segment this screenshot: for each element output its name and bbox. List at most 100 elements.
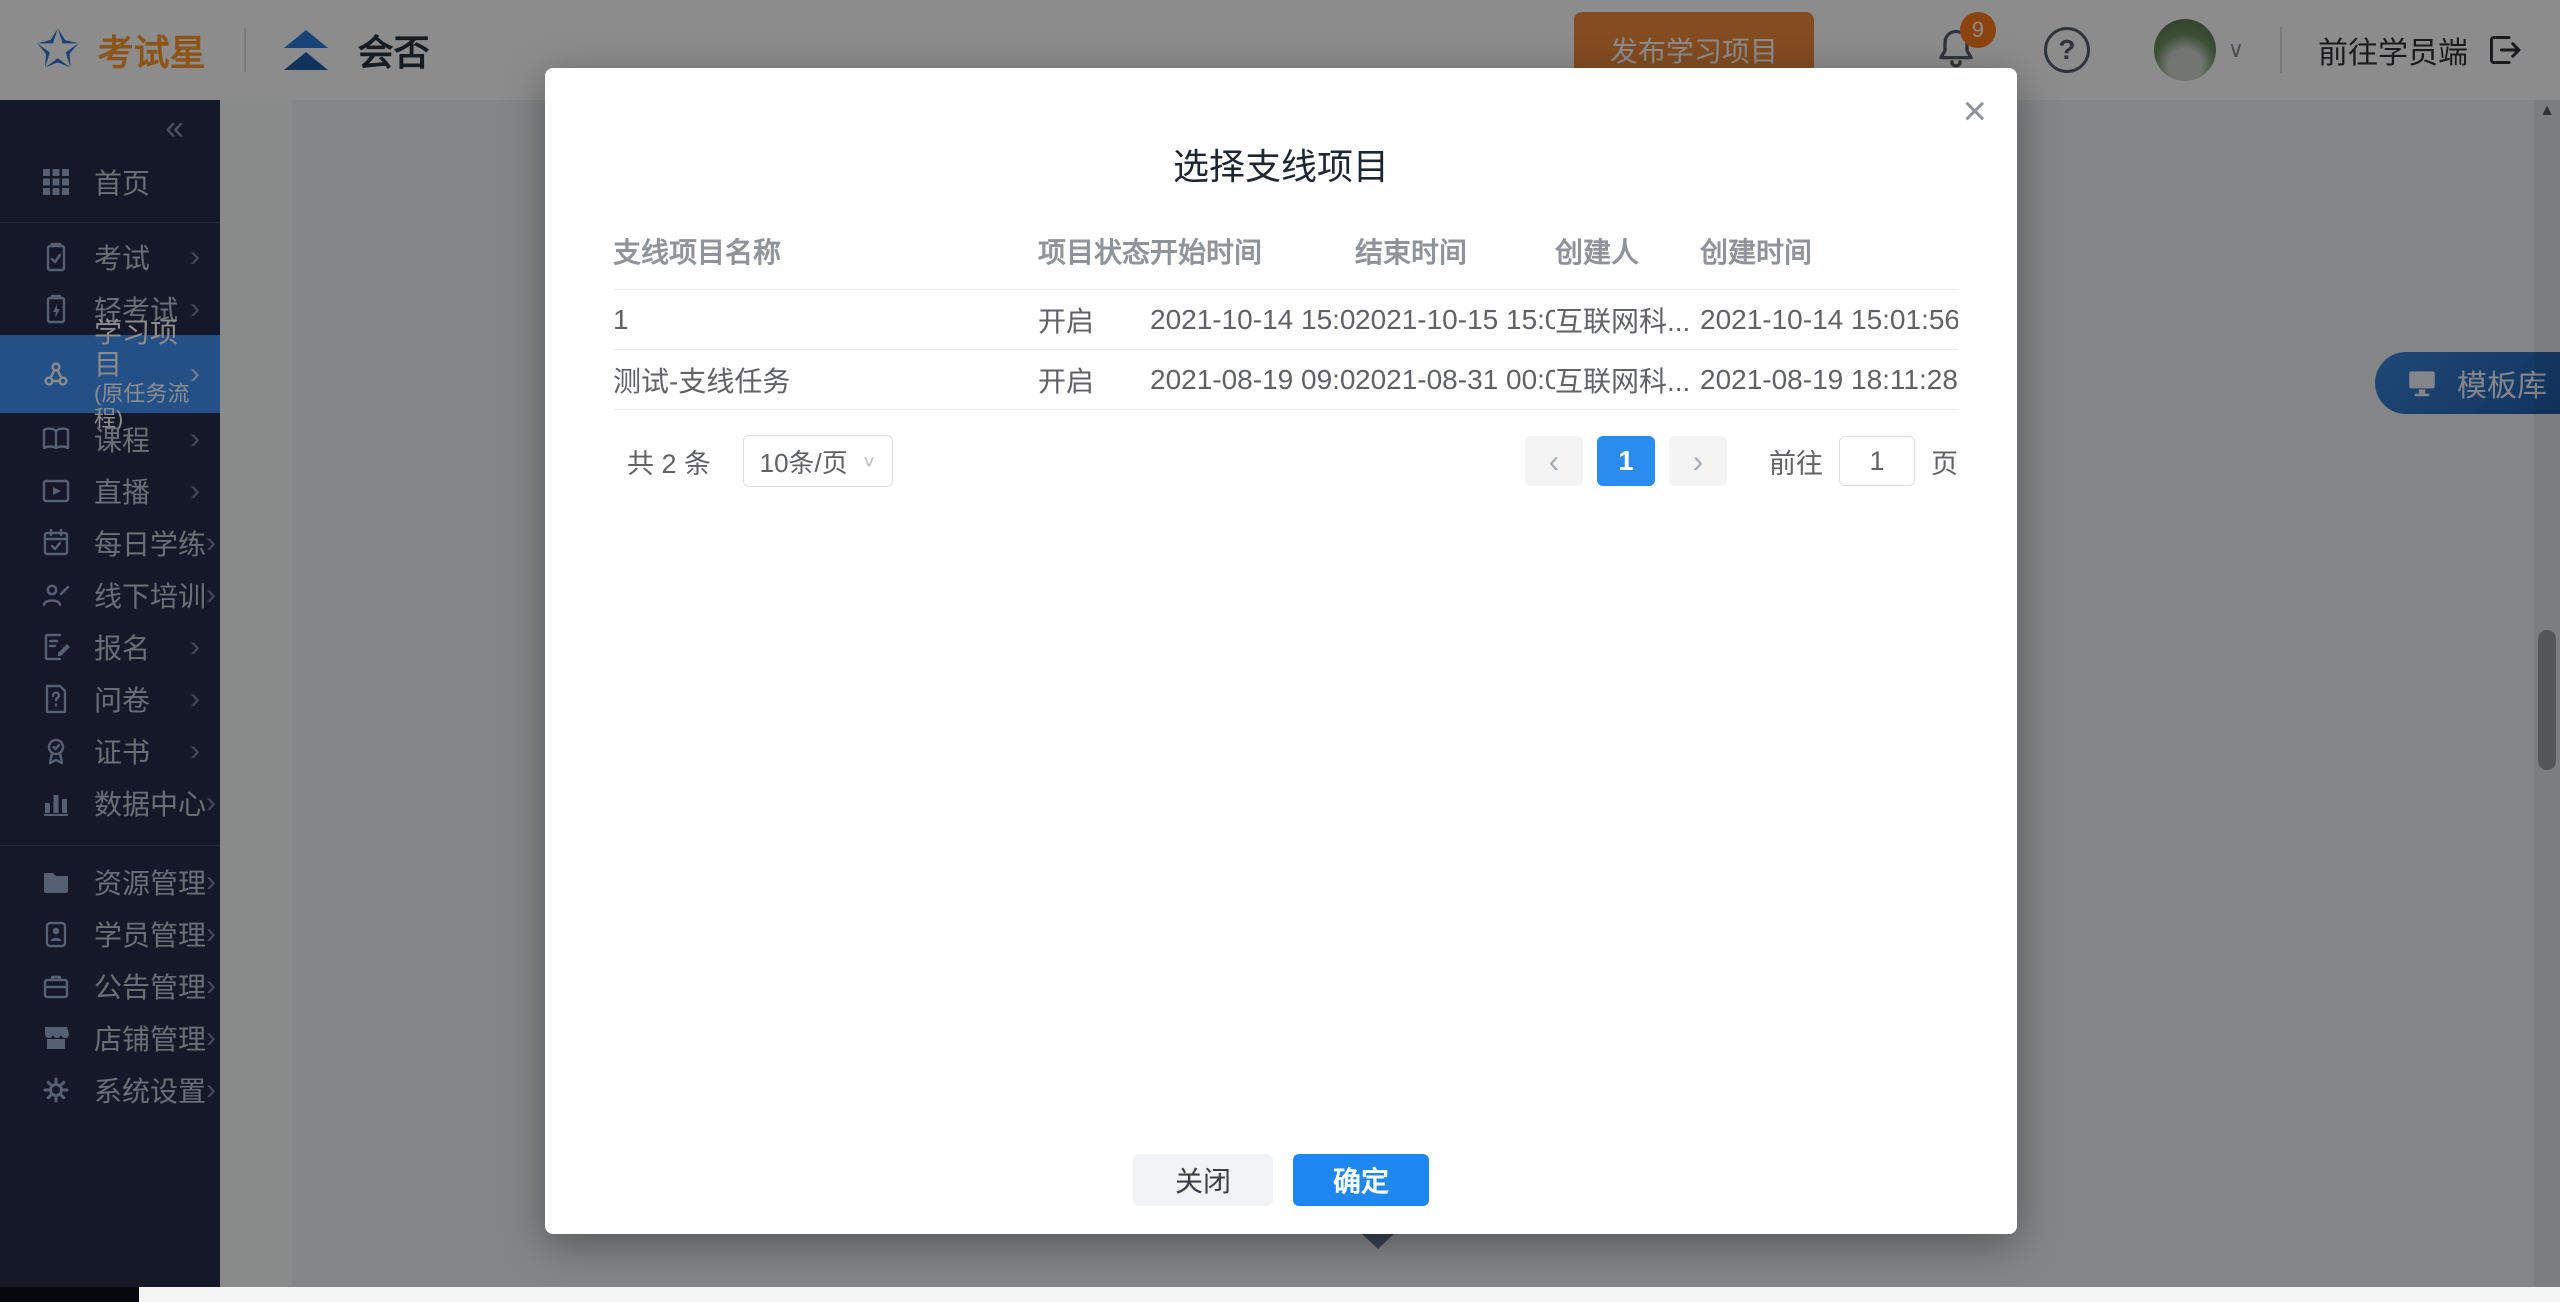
student-portal-link[interactable]: 前往学员端 (2318, 28, 2524, 72)
sidebar-item-quick-exam[interactable]: 轻考试 › (0, 283, 220, 335)
confirm-button[interactable]: 确定 (1293, 1154, 1429, 1206)
video-play-icon (42, 479, 70, 503)
dialog-title: 选择支线项目 (1172, 146, 1389, 187)
table-row[interactable]: 1 开启 2021-10-14 15:0... 2021-10-15 15:0.… (613, 289, 1958, 350)
pagination-bar: 共 2 条 10条/页 ∨ ‹ 1 › 前往 页 (613, 432, 1958, 490)
sidebar-divider (0, 222, 220, 223)
branch-project-table: 支线项目名称 项目状态 开始时间 结束时间 创建人 创建时间 1 开启 2021… (613, 231, 1958, 490)
sidebar-item-system-settings[interactable]: 系统设置 › (0, 1064, 220, 1116)
sidebar-item-course[interactable]: 课程 › (0, 413, 220, 465)
notification-badge: 9 (1959, 11, 1996, 48)
collapse-arrow-icon (1361, 1233, 1395, 1249)
chevron-right-icon: › (190, 474, 200, 507)
chevron-right-icon: › (206, 865, 217, 898)
sidebar-item-learning-project[interactable]: 学习项目 (原任务流程) › (0, 317, 220, 431)
goto-page-input[interactable] (1839, 436, 1915, 486)
sidebar-item-announcement-management[interactable]: 公告管理 › (0, 960, 220, 1012)
content-gutter (220, 100, 292, 1288)
template-library-button[interactable]: 模板库 (2375, 352, 2560, 414)
sidebar-item-label: 证书 (94, 737, 151, 768)
cell-created: 2021-10-14 15:01:56 (1700, 289, 1958, 350)
page-number-button[interactable]: 1 (1597, 436, 1655, 486)
vertical-scrollbar[interactable]: ▲ (2534, 100, 2560, 1288)
sidebar-item-live[interactable]: 直播 › (0, 465, 220, 517)
sidebar: « 首页 考试 › 轻考试 › 学习项目 (原任务流程) › (0, 100, 220, 1302)
id-badge-icon (45, 921, 67, 948)
close-icon[interactable]: × (1962, 87, 1987, 134)
sidebar-item-label: 每日学练 (94, 529, 207, 560)
sidebar-item-label: 轻考试 (94, 295, 179, 326)
sidebar-item-label: 直播 (94, 477, 151, 508)
sidebar-item-certificate[interactable]: 证书 › (0, 725, 220, 777)
sidebar-divider (0, 845, 220, 846)
sidebar-item-registration[interactable]: 报名 › (0, 621, 220, 673)
sidebar-item-label: 线下培训 (94, 581, 207, 612)
chevron-right-icon: › (206, 578, 217, 611)
monitor-icon (2409, 371, 2435, 397)
pencil-doc-icon (44, 633, 70, 661)
sidebar-item-survey[interactable]: 问卷 › (0, 673, 220, 725)
sidebar-item-daily-practice[interactable]: 每日学练 › (0, 517, 220, 569)
chevron-right-icon: › (206, 526, 217, 559)
sidebar-item-exam[interactable]: 考试 › (0, 231, 220, 283)
sidebar-item-label: 考试 (94, 243, 151, 274)
avatar[interactable] (2153, 19, 2216, 81)
sidebar-item-label: 课程 (94, 425, 151, 456)
page-size-value: 10条/页 (759, 447, 848, 478)
cell-name: 测试-支线任务 (613, 349, 1038, 410)
next-page-button[interactable]: › (1669, 436, 1727, 486)
chevron-right-icon: › (206, 969, 217, 1002)
cell-creator: 互联网科... (1555, 289, 1700, 350)
briefcase-icon (43, 975, 69, 999)
book-icon (42, 427, 70, 450)
cell-name: 1 (613, 289, 1038, 350)
chevron-right-icon: › (190, 734, 200, 767)
storefront-icon (45, 1027, 69, 1049)
question-icon: ? (2058, 34, 2076, 65)
column-header-start: 开始时间 (1150, 231, 1355, 290)
logo-text-secondary: 会否 (357, 32, 430, 73)
trainer-icon (42, 584, 70, 607)
sidebar-item-label: 学习项目 (94, 316, 179, 380)
column-header-end: 结束时间 (1355, 231, 1555, 290)
help-button[interactable]: ? (2043, 27, 2090, 73)
chevron-right-icon: › (206, 1073, 217, 1106)
star-logo-icon: ✩ (36, 21, 80, 79)
sidebar-item-resource-management[interactable]: 资源管理 › (0, 856, 220, 908)
exit-icon (2490, 36, 2521, 64)
scrollbar-up-arrow-icon[interactable]: ▲ (2539, 102, 2555, 119)
sidebar-item-student-management[interactable]: 学员管理 › (0, 908, 220, 960)
logo: ✩ 考试星 会否 (36, 24, 430, 76)
header-divider (2280, 27, 2282, 73)
chevron-right-icon: › (206, 1021, 217, 1054)
cell-start: 2021-08-19 09:0... (1150, 349, 1355, 410)
table-header-row: 支线项目名称 项目状态 开始时间 结束时间 创建人 创建时间 (613, 231, 1958, 290)
horizontal-scrollbar[interactable] (139, 1287, 2560, 1302)
notifications-button[interactable]: 9 (1934, 11, 1996, 75)
chevron-down-icon: ∨ (861, 452, 877, 471)
sidebar-item-sublabel: (原任务流程) (94, 380, 190, 432)
sidebar-item-data-center[interactable]: 数据中心 › (0, 777, 220, 829)
chevron-right-icon: › (190, 357, 200, 390)
sidebar-item-label: 首页 (94, 168, 151, 199)
goto-suffix-label: 页 (1931, 448, 1958, 479)
cell-status: 开启 (1038, 349, 1150, 410)
close-button[interactable]: 关闭 (1133, 1154, 1273, 1206)
gear-icon (43, 1077, 69, 1103)
page-size-select[interactable]: 10条/页 ∨ (743, 435, 894, 487)
scrollbar-thumb[interactable] (2538, 630, 2556, 770)
cell-status: 开启 (1038, 289, 1150, 350)
bar-chart-icon (44, 795, 68, 816)
sidebar-item-shop-management[interactable]: 店铺管理 › (0, 1012, 220, 1064)
avatar-chevron-down-icon[interactable]: ∨ (2227, 37, 2244, 62)
sidebar-item-label: 资源管理 (94, 868, 207, 899)
sidebar-item-home[interactable]: 首页 (0, 156, 220, 208)
sidebar-item-offline-training[interactable]: 线下培训 › (0, 569, 220, 621)
template-library-label: 模板库 (2457, 370, 2547, 403)
prev-page-button[interactable]: ‹ (1525, 436, 1583, 486)
sidebar-item-label: 系统设置 (94, 1076, 207, 1107)
clipboard-check-icon (46, 242, 66, 272)
sidebar-item-label: 数据中心 (94, 789, 207, 820)
sidebar-collapse-button[interactable]: « (165, 109, 184, 147)
table-row[interactable]: 测试-支线任务 开启 2021-08-19 09:0... 2021-08-31… (613, 349, 1958, 410)
